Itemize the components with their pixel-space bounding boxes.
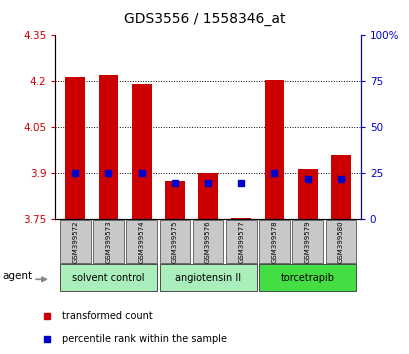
FancyBboxPatch shape — [225, 220, 256, 263]
Text: GSM399575: GSM399575 — [171, 220, 178, 263]
FancyBboxPatch shape — [159, 264, 256, 291]
FancyBboxPatch shape — [292, 220, 322, 263]
Bar — [231, 218, 251, 219]
Bar — [98, 75, 118, 219]
FancyBboxPatch shape — [325, 220, 355, 263]
FancyBboxPatch shape — [192, 220, 223, 263]
Text: transformed count: transformed count — [62, 311, 153, 321]
Text: GSM399572: GSM399572 — [72, 220, 78, 263]
FancyBboxPatch shape — [258, 220, 289, 263]
Text: GSM399574: GSM399574 — [138, 220, 144, 263]
Text: solvent control: solvent control — [72, 273, 144, 283]
Bar — [131, 85, 151, 219]
Bar — [297, 169, 317, 219]
Text: GDS3556 / 1558346_at: GDS3556 / 1558346_at — [124, 12, 285, 27]
Bar — [264, 80, 284, 219]
Bar — [164, 181, 184, 219]
Bar — [65, 77, 85, 219]
FancyBboxPatch shape — [60, 264, 157, 291]
FancyBboxPatch shape — [159, 220, 190, 263]
Text: GSM399578: GSM399578 — [271, 220, 277, 263]
Text: angiotensin II: angiotensin II — [175, 273, 240, 283]
Text: GSM399577: GSM399577 — [238, 220, 244, 263]
Text: torcetrapib: torcetrapib — [280, 273, 334, 283]
Bar — [198, 173, 218, 219]
Text: GSM399580: GSM399580 — [337, 220, 343, 263]
FancyBboxPatch shape — [258, 264, 355, 291]
FancyBboxPatch shape — [60, 220, 90, 263]
Text: GSM399579: GSM399579 — [304, 220, 310, 263]
Bar — [330, 155, 350, 219]
Text: GSM399576: GSM399576 — [204, 220, 211, 263]
Text: GSM399573: GSM399573 — [105, 220, 111, 263]
FancyBboxPatch shape — [93, 220, 124, 263]
FancyBboxPatch shape — [126, 220, 157, 263]
Text: percentile rank within the sample: percentile rank within the sample — [62, 333, 227, 343]
Text: agent: agent — [3, 272, 33, 281]
